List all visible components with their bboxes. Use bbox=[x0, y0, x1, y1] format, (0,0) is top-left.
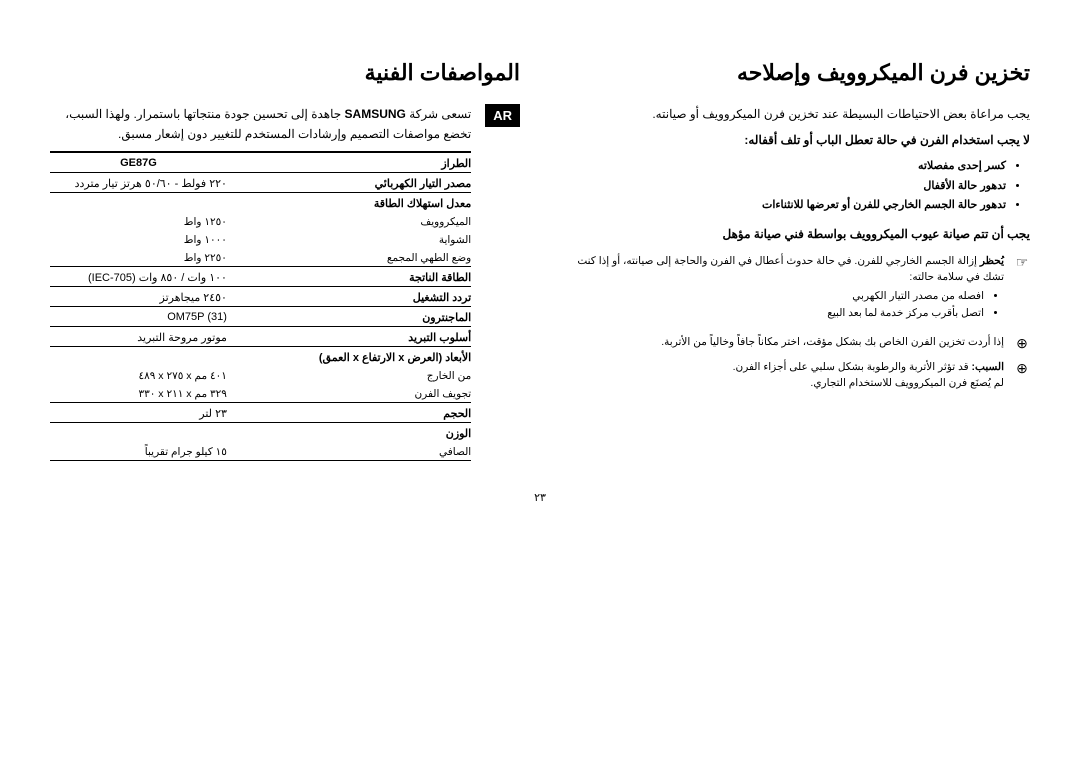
th-model-value: GE87G bbox=[50, 153, 227, 173]
page-number: ٢٣ bbox=[50, 491, 1030, 504]
plus-icon: ⊕ bbox=[1014, 361, 1030, 375]
note1-sub-2: اتصل بأقرب مركز خدمة لما بعد البيع bbox=[560, 305, 984, 322]
title-storage: تخزين فرن الميكروويف وإصلاحه bbox=[560, 60, 1030, 86]
plus-icon: ⊕ bbox=[1014, 336, 1030, 350]
note3-lead: السبب: bbox=[972, 361, 1004, 373]
service-note: يجب أن تتم صيانة عيوب الميكروويف بواسطة … bbox=[560, 224, 1030, 244]
note-prohibit: ☞ يُحظر إزالة الجسم الخارجي للفرن. في حا… bbox=[560, 253, 1030, 326]
spec-table: الطراز GE87G مصدر التيار الكهربائي٢٢٠ فو… bbox=[50, 153, 471, 461]
lang-badge: AR bbox=[485, 104, 520, 127]
bullet-body: تدهور حالة الجسم الخارجي للفرن أو تعرضها… bbox=[560, 196, 1006, 216]
note3-line2: لم يُصنَع فرن الميكروويف للاستخدام التجا… bbox=[810, 377, 1004, 389]
warning-bullets: كسر إحدى مفصلاته تدهور حالة الأقفال تدهو… bbox=[560, 157, 1030, 216]
note2-text: إذا أردت تخزين الفرن الخاص بك بشكل مؤقت،… bbox=[560, 334, 1004, 351]
note3-text: قد تؤثر الأتربة والرطوبة بشكل سلبي على أ… bbox=[733, 361, 972, 373]
note1-sub: افصله من مصدر التيار الكهربي اتصل بأقرب … bbox=[560, 288, 1004, 322]
specs-intro: تسعى شركة SAMSUNG جاهدة إلى تحسين جودة م… bbox=[50, 104, 471, 145]
note1-sub-1: افصله من مصدر التيار الكهربي bbox=[560, 288, 984, 305]
bullet-hinge: كسر إحدى مفصلاته bbox=[560, 157, 1006, 177]
th-model-label: الطراز bbox=[227, 153, 471, 173]
bullet-locks: تدهور حالة الأقفال bbox=[560, 177, 1006, 197]
intro-1: يجب مراعاة بعض الاحتياطات البسيطة عند تخ… bbox=[560, 104, 1030, 124]
note1-text: إزالة الجسم الخارجي للفرن. في حالة حدوث … bbox=[577, 255, 1004, 284]
specs-column: المواصفات الفنية AR تسعى شركة SAMSUNG جا… bbox=[50, 60, 520, 461]
hand-icon: ☞ bbox=[1014, 255, 1030, 269]
storage-repair-column: تخزين فرن الميكروويف وإصلاحه يجب مراعاة … bbox=[560, 60, 1030, 461]
note1-lead: يُحظر bbox=[980, 255, 1004, 267]
note-reason: ⊕ السبب: قد تؤثر الأتربة والرطوبة بشكل س… bbox=[560, 359, 1030, 393]
title-specs: المواصفات الفنية bbox=[50, 60, 520, 86]
intro-2: لا يجب استخدام الفرن في حالة تعطل الباب … bbox=[560, 130, 1030, 150]
note-storage: ⊕ إذا أردت تخزين الفرن الخاص بك بشكل مؤق… bbox=[560, 334, 1030, 351]
